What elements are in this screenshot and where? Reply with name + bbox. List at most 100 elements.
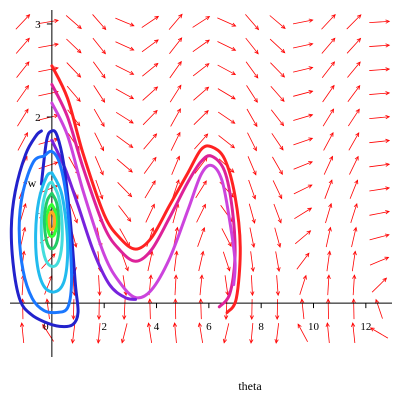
direction-arrow (115, 64, 135, 75)
direction-arrow (118, 205, 132, 223)
direction-arrow (222, 323, 230, 344)
direction-arrow (322, 108, 335, 127)
direction-arrow (245, 14, 260, 31)
direction-arrow (246, 85, 258, 103)
direction-arrow (221, 228, 232, 247)
direction-arrow (195, 180, 207, 199)
x-tick-label: 6 (206, 321, 212, 333)
trajectory-curve (47, 210, 56, 232)
direction-arrow (297, 323, 308, 343)
direction-arrow (272, 180, 283, 200)
direction-arrow (248, 179, 257, 200)
direction-arrow (116, 158, 133, 173)
direction-arrow (92, 37, 106, 55)
direction-arrow (143, 156, 157, 174)
direction-arrow (93, 85, 106, 103)
direction-arrow (246, 108, 258, 128)
direction-arrow (248, 203, 256, 224)
direction-arrow (369, 210, 390, 216)
direction-arrow (217, 17, 237, 27)
direction-arrow (321, 13, 336, 30)
direction-arrow (17, 132, 28, 151)
direction-arrow (247, 132, 257, 152)
direction-arrow (326, 250, 332, 272)
direction-arrow (347, 84, 361, 103)
direction-arrow (143, 133, 158, 150)
direction-arrow (326, 274, 331, 296)
x-tick-label: 0 (43, 321, 49, 333)
direction-arrow (347, 61, 361, 78)
direction-arrow (173, 250, 179, 272)
direction-arrow (15, 14, 31, 30)
direction-arrow (169, 37, 183, 55)
direction-arrow (217, 64, 237, 76)
x-axis-label: theta (238, 379, 262, 393)
direction-arrow (38, 18, 59, 24)
direction-arrow (375, 298, 383, 319)
direction-arrow (273, 203, 282, 224)
direction-arrow (193, 86, 210, 101)
direction-arrow (66, 62, 82, 78)
direction-arrow (249, 299, 254, 321)
direction-arrow (16, 84, 30, 103)
direction-arrow (351, 322, 356, 344)
direction-arrow (38, 42, 59, 49)
direction-arrow (96, 323, 101, 344)
direction-arrow (19, 322, 25, 344)
direction-arrow (71, 299, 76, 321)
direction-arrow (323, 131, 334, 151)
direction-arrow (369, 67, 391, 72)
direction-arrow (245, 61, 259, 79)
y-axis-label: w (28, 176, 37, 190)
direction-arrow (369, 114, 391, 120)
direction-arrow (293, 184, 313, 195)
direction-arrow (270, 62, 286, 78)
direction-arrow (217, 111, 236, 124)
direction-arrow (170, 108, 181, 127)
direction-arrow (321, 61, 336, 78)
direction-arrow (147, 250, 154, 272)
direction-arrow (120, 251, 129, 272)
direction-arrow (120, 323, 128, 344)
direction-arrow (351, 298, 356, 320)
direction-arrow (93, 108, 105, 128)
direction-arrow (322, 84, 335, 103)
direction-arrow (293, 113, 314, 121)
direction-arrow (92, 61, 106, 79)
trajectory-curve (42, 191, 61, 251)
direction-arrow (20, 226, 27, 248)
direction-arrow (142, 62, 159, 77)
trajectories (9, 64, 242, 329)
direction-arrow (323, 155, 333, 175)
direction-arrow (217, 41, 237, 51)
direction-arrow (122, 299, 127, 321)
direction-arrow (352, 274, 357, 296)
direction-arrow (45, 298, 50, 320)
direction-arrow (15, 37, 30, 54)
direction-arrow (348, 132, 360, 151)
direction-arrow (115, 88, 135, 100)
trajectory-curve (50, 101, 237, 300)
labels: theta w (28, 176, 263, 393)
direction-arrow (369, 233, 390, 241)
y-tick-label: 3 (35, 19, 41, 31)
direction-arrow (217, 88, 236, 100)
direction-arrow (169, 60, 182, 79)
direction-arrow (299, 274, 307, 295)
direction-arrow (350, 202, 358, 224)
direction-arrow (293, 90, 314, 97)
direction-arrow (369, 162, 391, 168)
direction-arrow (170, 131, 181, 151)
direction-arrow (197, 322, 204, 343)
direction-arrow (96, 299, 102, 321)
trajectory-curve (17, 149, 74, 315)
direction-arrow (269, 38, 286, 54)
direction-arrow (92, 14, 107, 31)
direction-arrow (38, 161, 59, 170)
direction-arrow (275, 299, 280, 321)
direction-arrow (274, 227, 282, 248)
direction-arrow (326, 298, 331, 320)
direction-arrow (293, 161, 313, 170)
direction-arrow (192, 39, 210, 53)
direction-arrow (325, 226, 332, 248)
